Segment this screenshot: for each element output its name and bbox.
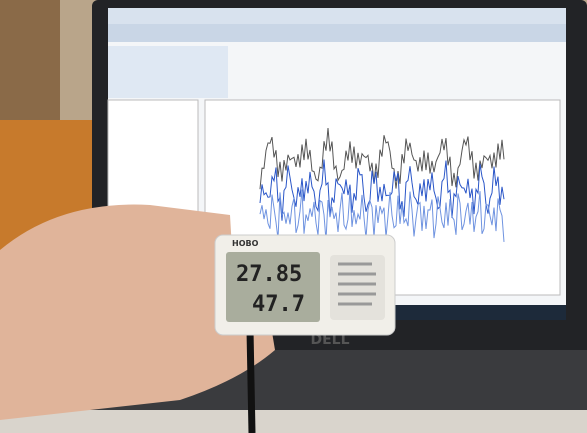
plot-line: [259, 159, 505, 221]
temperature-reading: 27.85: [236, 262, 302, 287]
cable: [246, 329, 256, 433]
toolbar: [108, 24, 566, 42]
plot-line: [259, 189, 505, 242]
laptop-logo: DELL: [310, 332, 349, 348]
shelf: [0, 0, 60, 120]
plot-lines: [259, 128, 505, 242]
humidity-reading: 47.7: [252, 292, 305, 317]
lcd-display: [226, 252, 320, 322]
hand: [0, 204, 275, 420]
menu-bar: [108, 8, 566, 24]
vent-slots: [338, 262, 376, 306]
plot-line: [259, 128, 505, 190]
data-table: [108, 46, 228, 98]
device-brand: HOBO: [232, 239, 259, 248]
